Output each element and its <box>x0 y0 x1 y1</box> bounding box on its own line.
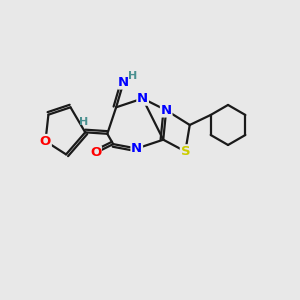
Text: N: N <box>137 92 148 105</box>
Text: N: N <box>160 104 172 117</box>
Text: N: N <box>118 76 129 89</box>
Text: S: S <box>181 145 190 158</box>
Text: H: H <box>79 117 88 127</box>
Text: O: O <box>40 135 51 148</box>
Text: N: N <box>131 142 142 155</box>
Text: H: H <box>128 71 137 81</box>
Text: O: O <box>90 146 101 159</box>
